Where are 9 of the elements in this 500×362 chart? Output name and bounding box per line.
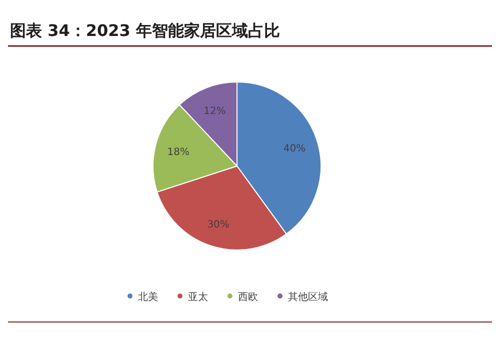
legend-label: 北美 [138, 291, 158, 303]
data-label: 30% [207, 220, 230, 231]
data-label: 12% [204, 106, 226, 117]
chart-title: 图表 34：2023 年智能家居区域占比 [10, 21, 280, 40]
data-label: 40% [283, 143, 306, 154]
legend-label: 其他区域 [288, 291, 328, 303]
legend-label: 西欧 [238, 292, 258, 303]
legend-label: 亚太 [188, 291, 208, 303]
data-label: 18% [167, 146, 190, 158]
